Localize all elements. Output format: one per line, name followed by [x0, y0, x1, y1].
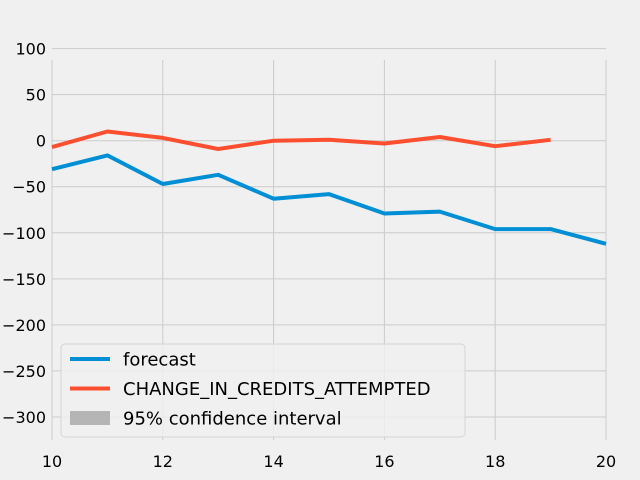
y-tick-label: −100	[2, 224, 46, 243]
y-tick-label: −150	[2, 270, 46, 289]
y-axis-ticks: 100 50 0 −50 −100 −150 −200 −250 −300	[2, 40, 46, 427]
y-tick-label: 0	[36, 132, 46, 151]
legend-box	[60, 343, 466, 438]
legend: forecast CHANGE_IN_CREDITS_ATTEMPTED 95% c…	[60, 343, 466, 438]
x-tick-label: 14	[263, 452, 283, 471]
x-tick-label: 20	[596, 452, 616, 471]
x-axis-ticks: 10 12 14 16 18 20	[42, 452, 616, 471]
series-line-1	[51, 129, 551, 151]
legend-label: CHANGE_IN_CREDITS_ATTEMPTED	[123, 379, 431, 400]
x-tick-label: 10	[42, 452, 62, 471]
x-tick-label: 12	[153, 452, 173, 471]
y-tick-label: −200	[2, 316, 46, 335]
series-lines	[51, 129, 607, 246]
series-line-0	[51, 153, 607, 246]
x-tick-label: 16	[374, 452, 394, 471]
legend-label: forecast	[123, 350, 196, 371]
y-tick-label: −250	[2, 362, 46, 381]
y-tick-label: −300	[2, 408, 46, 427]
legend-label: 95% confidence interval	[123, 409, 342, 430]
y-tick-label: 100	[15, 40, 46, 59]
y-tick-label: 50	[26, 86, 46, 105]
y-tick-label: −50	[12, 178, 46, 197]
x-tick-label: 18	[485, 452, 505, 471]
legend-swatch	[70, 411, 110, 425]
